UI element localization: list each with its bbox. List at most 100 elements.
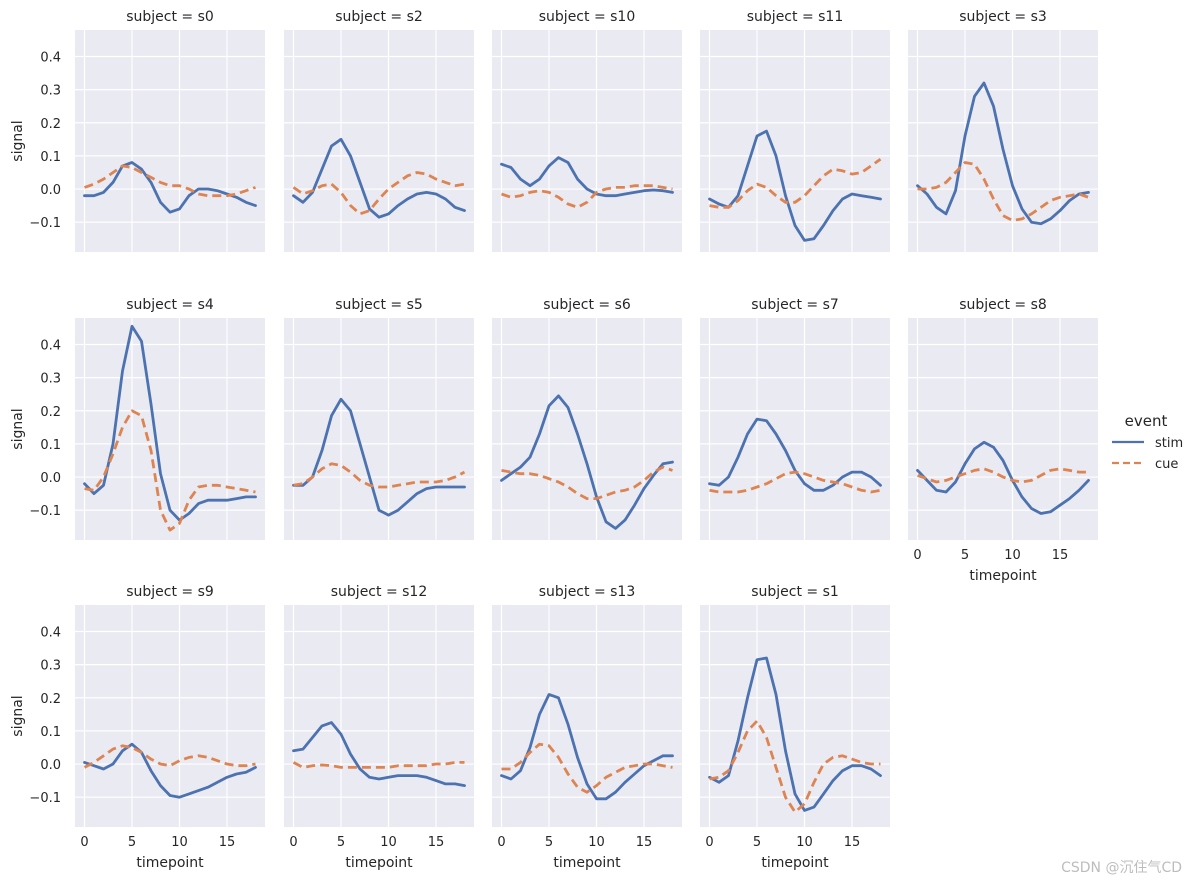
y-tick-label: −0.1 [29, 504, 61, 519]
series-stim-line [500, 693, 674, 801]
facet-panel-9: subject = s7 [700, 297, 890, 540]
y-tick-label: 0.2 [40, 405, 61, 420]
y-tick-label: −0.1 [29, 216, 61, 231]
panel-background [908, 318, 1098, 540]
series-cue-line [293, 462, 466, 489]
panel-title: subject = s4 [126, 297, 214, 313]
watermark: CSDN @沉住气CD [1061, 860, 1182, 876]
series-stim-line [292, 137, 466, 219]
facet-panel-8: subject = s6 [492, 297, 682, 540]
y-tick-label: 0.3 [40, 659, 61, 674]
x-axis-label: timepoint [553, 855, 621, 871]
y-tick-label: 0.3 [40, 84, 61, 99]
series-cue-line [501, 465, 673, 501]
series-cue-line [501, 184, 673, 209]
panel-background [492, 605, 682, 827]
y-tick-label: 0.3 [40, 372, 61, 387]
x-tick-label: 10 [1004, 548, 1021, 563]
panel-background [492, 318, 682, 540]
y-tick-label: 0.0 [40, 471, 61, 486]
facet-panel-7: subject = s5 [284, 297, 474, 540]
x-tick-label: 10 [171, 835, 188, 850]
facet-panel-2: subject = s2 [284, 9, 474, 252]
x-tick-label: 15 [1052, 548, 1069, 563]
legend: event stim cue [1112, 412, 1183, 472]
x-tick-label: 0 [289, 835, 297, 850]
series-cue-line [709, 719, 881, 814]
y-tick-label: 0.2 [40, 692, 61, 707]
panel-background [284, 318, 474, 540]
panel-title: subject = s6 [543, 297, 631, 313]
facet-panel-14: subject = s1 0 5 10 15 timepoint [700, 584, 890, 871]
y-tick-label: 0.4 [40, 51, 61, 66]
panel-title: subject = s11 [747, 9, 843, 25]
panel-title: subject = s9 [126, 584, 214, 600]
y-tick-label: 0.1 [40, 725, 61, 740]
y-tick-label: 0.0 [40, 183, 61, 198]
y-axis-label: signal [10, 408, 26, 449]
legend-title: event [1125, 412, 1168, 430]
x-tick-label: 15 [428, 835, 445, 850]
panel-title: subject = s8 [959, 297, 1047, 313]
x-tick-label: 0 [705, 835, 713, 850]
x-tick-label: 5 [753, 835, 761, 850]
panel-background [284, 605, 474, 827]
series-stim-line [292, 721, 466, 787]
facet-panel-4: subject = s11 [700, 9, 890, 252]
panel-title: subject = s1 [751, 584, 839, 600]
panel-title: subject = s10 [539, 9, 635, 25]
series-stim-line [916, 81, 1090, 226]
series-cue-line [292, 171, 465, 216]
series-stim-line [916, 440, 1090, 515]
y-tick-label: 0.4 [40, 626, 61, 641]
series-stim-line [500, 394, 674, 530]
y-axis-label: signal [10, 120, 26, 161]
series-stim-line [83, 742, 257, 799]
x-tick-label: 5 [337, 835, 345, 850]
facet-panel-1: subject = s0 −0.1 0.0 0.1 0.2 0.3 0.4 signal [10, 9, 265, 252]
series-cue-line [501, 742, 673, 794]
facet-panel-11: subject = s9 −0.1 0.0 0.1 0.2 0.3 0.4 signal 0 5 1… [10, 584, 265, 871]
x-tick-label: 10 [380, 835, 397, 850]
x-tick-label: 5 [961, 548, 969, 563]
panel-background [75, 318, 265, 540]
x-axis-label: timepoint [969, 568, 1037, 584]
x-tick-label: 0 [80, 835, 88, 850]
series-cue-line [917, 467, 1089, 484]
series-cue-line [84, 164, 256, 198]
series-stim-line [708, 417, 882, 492]
facet-panel-3: subject = s10 [492, 9, 682, 252]
x-axis-label: timepoint [345, 855, 413, 871]
facet-panel-5: subject = s3 [908, 9, 1098, 252]
series-cue-line [709, 470, 881, 494]
x-axis-label: timepoint [136, 855, 204, 871]
y-tick-label: 0.0 [40, 758, 61, 773]
series-stim-line [83, 161, 257, 214]
facet-panel-6: subject = s4 −0.1 0.0 0.1 0.2 0.3 0.4 signal [10, 297, 265, 540]
panel-title: subject = s0 [126, 9, 214, 25]
y-tick-label: −0.1 [29, 791, 61, 806]
series-stim-line [500, 156, 674, 198]
panel-background [75, 605, 265, 827]
y-tick-label: 0.4 [40, 339, 61, 354]
series-cue-line [709, 158, 882, 209]
x-tick-label: 15 [844, 835, 861, 850]
legend-stim-label: stim [1155, 436, 1183, 451]
panel-background [700, 318, 890, 540]
x-tick-label: 5 [128, 835, 136, 850]
series-cue-line [84, 409, 256, 532]
panel-title: subject = s7 [751, 297, 839, 313]
panel-title: subject = s3 [959, 9, 1047, 25]
x-axis-label: timepoint [761, 855, 829, 871]
facet-panel-13: subject = s13 0 5 10 15 timepoint [492, 584, 682, 871]
x-tick-label: 10 [796, 835, 813, 850]
y-tick-label: 0.2 [40, 117, 61, 132]
series-cue-line [917, 161, 1089, 222]
panel-title: subject = s5 [335, 297, 423, 313]
panel-title: subject = s13 [539, 584, 635, 600]
legend-cue-label: cue [1155, 457, 1178, 472]
panel-title: subject = s2 [335, 9, 423, 25]
panel-background [492, 30, 682, 252]
x-tick-label: 15 [636, 835, 653, 850]
